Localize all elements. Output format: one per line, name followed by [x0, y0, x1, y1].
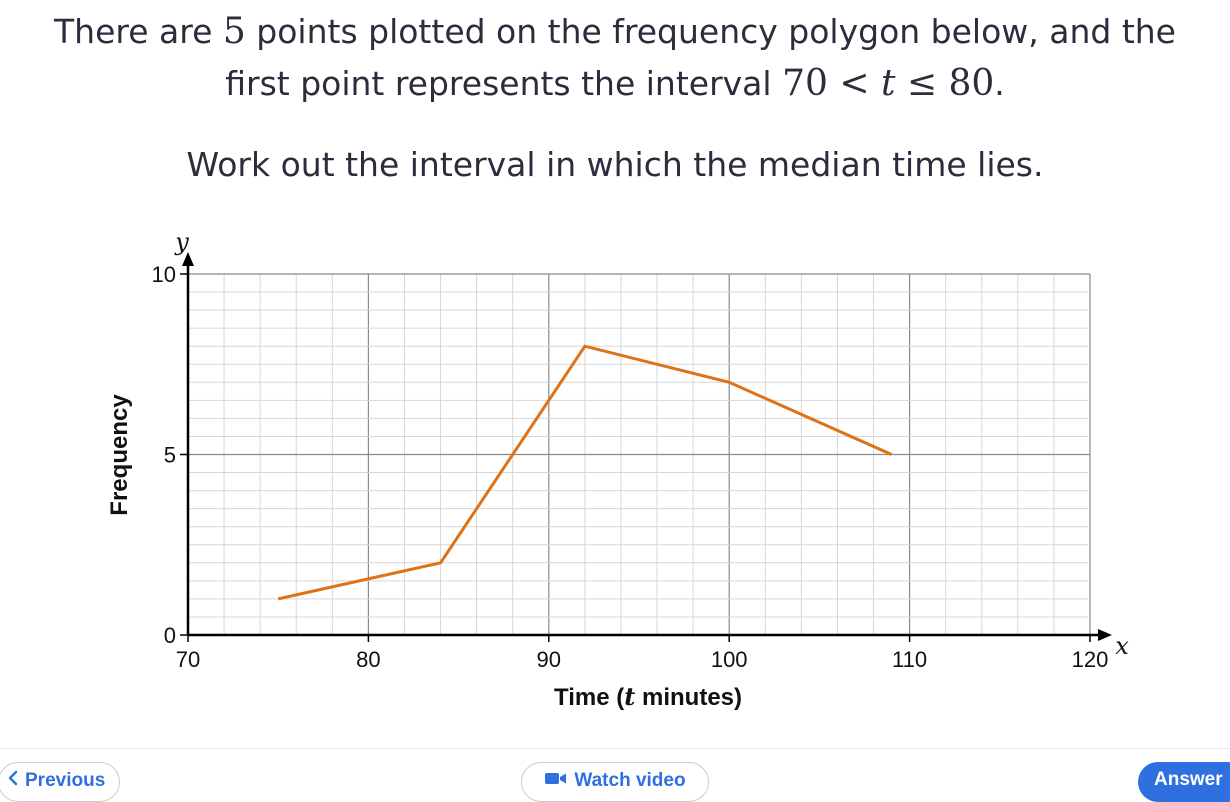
x-axis-title-part: Time ( [554, 684, 624, 711]
x-axis-arrow [1098, 629, 1112, 641]
interval-variable: t [880, 63, 896, 104]
chart-grid [187, 273, 1091, 636]
interval-le: ≤ [895, 63, 949, 104]
y-tick-label: 0 [164, 623, 176, 648]
y-axis-title: Frequency [106, 394, 133, 516]
frequency-polygon-line [277, 344, 893, 601]
question-text-part: . [994, 64, 1005, 103]
interval-expression: 70 < t ≤ 80 [782, 63, 994, 104]
chevron-left-icon [7, 763, 19, 799]
y-tick-label: 10 [152, 262, 176, 287]
x-tick-label: 70 [176, 647, 200, 672]
question-line-1: There are 5 points plotted on the freque… [0, 6, 1230, 58]
y-axis-variable: y [174, 228, 189, 256]
question-text: There are 5 points plotted on the freque… [0, 6, 1230, 110]
x-tick-label: 110 [892, 647, 927, 672]
chart-axes [182, 252, 1112, 641]
question-text-part: There are [54, 12, 223, 51]
answer-label: Answer [1154, 769, 1223, 790]
chart-ticks: 70 80 90 100 110 120 0 5 10 [152, 262, 1109, 672]
previous-button[interactable]: Previous [0, 762, 120, 802]
video-camera-icon [544, 763, 568, 799]
x-axis-variable: x [1115, 632, 1129, 660]
watch-video-label: Watch video [574, 770, 686, 791]
question-text-part: points plotted on the frequency polygon … [245, 12, 1176, 51]
y-axis-arrow [182, 252, 194, 266]
y-tick-label: 5 [164, 443, 176, 468]
watch-video-button[interactable]: Watch video [521, 762, 709, 802]
x-tick-label: 120 [1072, 647, 1109, 672]
previous-label: Previous [25, 770, 106, 791]
chart-series [277, 344, 893, 601]
answer-button[interactable]: Answer [1138, 762, 1230, 802]
question-line-2: first point represents the interval 70 <… [0, 58, 1230, 110]
x-axis-title-variable: t [624, 682, 635, 711]
interval-low: 70 [782, 63, 828, 104]
x-axis-title-part: minutes) [635, 684, 742, 711]
footer-divider [0, 748, 1230, 749]
task-text: Work out the interval in which the media… [186, 145, 1044, 184]
x-tick-label: 90 [537, 647, 561, 672]
frequency-polygon-chart: 70 80 90 100 110 120 0 5 10 Frequency Time (t mi… [106, 228, 1129, 711]
point-count: 5 [222, 11, 246, 52]
x-tick-label: 100 [711, 647, 748, 672]
interval-lt: < [827, 63, 881, 104]
question-text-part: first point represents the interval [225, 64, 783, 103]
x-axis-title: Time (t minutes) [554, 682, 742, 711]
x-tick-label: 80 [356, 647, 380, 672]
interval-high: 80 [948, 63, 995, 104]
